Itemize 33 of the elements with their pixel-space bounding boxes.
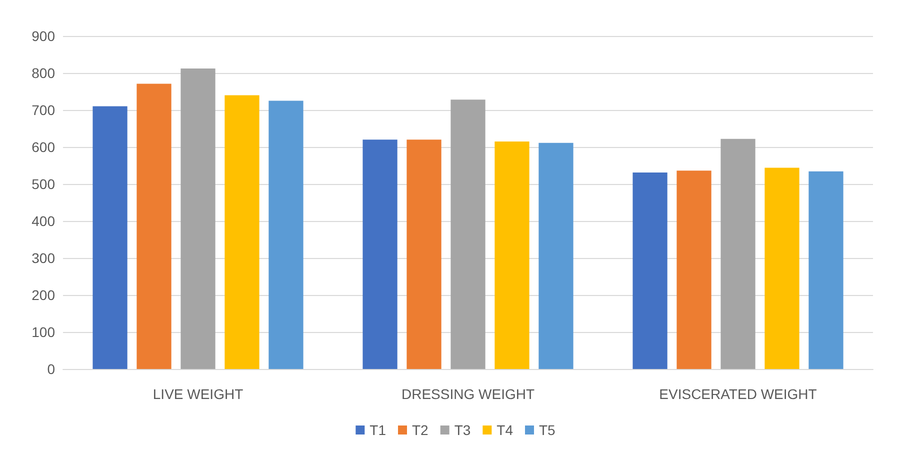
y-tick-label: 200 — [32, 287, 56, 303]
y-tick-label: 300 — [32, 250, 56, 266]
y-tick-label: 0 — [47, 361, 56, 377]
y-tick-label: 600 — [32, 139, 56, 155]
bar — [494, 141, 530, 369]
y-tick-label: 100 — [32, 324, 56, 340]
bar — [224, 95, 260, 369]
x-tick-label: DRESSING WEIGHT — [401, 386, 535, 402]
bar — [538, 142, 574, 369]
legend-label: T2 — [412, 422, 429, 438]
legend-label: T1 — [370, 422, 386, 438]
bar — [808, 171, 844, 369]
bar — [268, 100, 304, 369]
bar — [676, 170, 712, 369]
y-tick-label: 500 — [32, 176, 56, 192]
bar — [136, 84, 172, 369]
bar — [632, 172, 668, 369]
legend-label: T4 — [496, 422, 514, 438]
bar — [92, 106, 128, 369]
legend-label: T5 — [539, 422, 556, 438]
y-tick-label: 900 — [32, 28, 56, 44]
bar — [450, 100, 486, 369]
y-tick-label: 800 — [32, 65, 56, 81]
bar — [720, 138, 756, 369]
y-tick-label: 700 — [32, 102, 56, 118]
bar — [362, 140, 398, 369]
legend-label: T3 — [454, 422, 471, 438]
bar — [406, 140, 442, 369]
y-tick-label: 400 — [32, 213, 56, 229]
bar — [764, 168, 800, 369]
x-tick-label: LIVE WEIGHT — [152, 386, 244, 402]
bar — [180, 68, 216, 369]
x-tick-label: EVISCERATED WEIGHT — [659, 386, 818, 402]
